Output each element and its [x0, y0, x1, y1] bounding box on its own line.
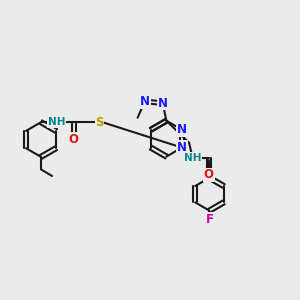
Text: N: N — [177, 123, 187, 136]
Text: F: F — [206, 213, 213, 226]
Text: N: N — [177, 141, 187, 154]
Text: S: S — [95, 116, 104, 129]
Text: NH: NH — [48, 117, 65, 127]
Text: NH: NH — [184, 153, 202, 163]
Text: O: O — [69, 133, 79, 146]
Text: N: N — [158, 97, 168, 110]
Text: N: N — [140, 95, 150, 108]
Text: O: O — [204, 168, 214, 181]
